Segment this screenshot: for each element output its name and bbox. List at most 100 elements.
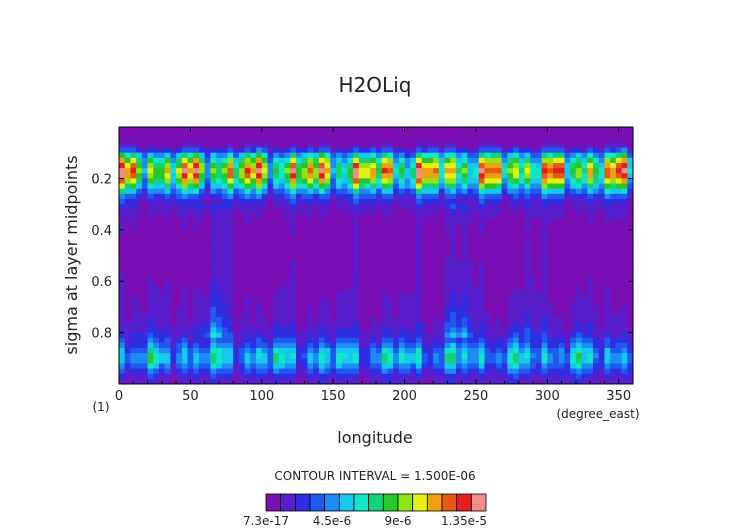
heatmap-cell	[164, 306, 171, 313]
heatmap-cell	[393, 198, 400, 205]
heatmap-cell	[336, 132, 343, 138]
heatmap-cell	[570, 162, 577, 169]
heatmap-cell	[233, 286, 240, 292]
heatmap-cell	[467, 270, 474, 277]
heatmap-cell	[433, 301, 440, 308]
heatmap-cell	[541, 317, 548, 323]
heatmap-cell	[524, 162, 531, 169]
heatmap-cell	[604, 358, 611, 364]
heatmap-cell	[376, 306, 383, 313]
heatmap-cell	[553, 337, 560, 344]
heatmap-cell	[535, 255, 543, 262]
heatmap-cell	[176, 198, 183, 205]
heatmap-cell	[461, 157, 468, 164]
heatmap-cell	[250, 312, 257, 318]
heatmap-cell	[158, 157, 166, 164]
heatmap-cell	[593, 337, 600, 344]
heatmap-cell	[330, 312, 337, 318]
heatmap-cell	[501, 255, 508, 262]
heatmap-cell	[130, 260, 137, 267]
heatmap-cell	[336, 373, 343, 380]
heatmap-cell	[193, 276, 200, 282]
heatmap-cell	[376, 353, 383, 359]
heatmap-cell	[278, 240, 286, 246]
heatmap-cell	[347, 193, 354, 200]
heatmap-cell	[158, 281, 166, 287]
heatmap-cell	[450, 147, 457, 154]
heatmap-cell	[193, 178, 200, 184]
heatmap-cell	[296, 229, 303, 236]
heatmap-cell	[553, 127, 560, 133]
heatmap-cell	[204, 183, 211, 190]
heatmap-cell	[307, 363, 314, 369]
heatmap-cell	[204, 306, 211, 313]
heatmap-cell	[124, 198, 131, 205]
heatmap-cell	[473, 281, 480, 287]
heatmap-cell	[427, 332, 434, 339]
heatmap-cell	[153, 322, 160, 328]
heatmap-cell	[484, 342, 491, 349]
heatmap-cell	[581, 142, 588, 148]
heatmap-cell	[467, 152, 474, 159]
heatmap-cell	[164, 152, 171, 159]
heatmap-cell	[593, 301, 600, 308]
heatmap-cell	[376, 198, 383, 205]
heatmap-cell	[450, 204, 457, 210]
heatmap-cell	[256, 178, 263, 184]
heatmap-cell	[450, 209, 457, 215]
heatmap-cell	[415, 147, 423, 154]
heatmap-cell	[524, 296, 531, 303]
heatmap-cell	[398, 348, 405, 354]
heatmap-cell	[490, 147, 497, 154]
heatmap-cell	[370, 204, 377, 210]
heatmap-cell	[336, 209, 343, 215]
heatmap-cell	[341, 188, 348, 195]
heatmap-cell	[410, 373, 417, 380]
heatmap-cell	[615, 270, 622, 277]
heatmap-cell	[221, 317, 228, 323]
heatmap-cell	[490, 332, 497, 339]
heatmap-cell	[570, 147, 577, 154]
heatmap-cell	[404, 193, 411, 200]
heatmap-cell	[627, 214, 634, 220]
heatmap-cell	[484, 353, 491, 359]
heatmap-cell	[313, 301, 320, 308]
heatmap-cell	[347, 152, 354, 159]
heatmap-cell	[427, 327, 434, 333]
heatmap-cell	[621, 204, 628, 210]
heatmap-cell	[513, 337, 520, 344]
heatmap-cell	[170, 157, 177, 164]
heatmap-cell	[530, 301, 537, 308]
heatmap-cell	[278, 332, 286, 339]
heatmap-cell	[278, 317, 286, 323]
heatmap-cell	[141, 260, 148, 267]
heatmap-cell	[147, 152, 154, 159]
heatmap-cell	[330, 229, 337, 236]
heatmap-cell	[187, 229, 194, 236]
heatmap-cell	[433, 147, 440, 154]
heatmap-cell	[530, 142, 537, 148]
heatmap-cell	[530, 327, 537, 333]
heatmap-cell	[627, 127, 634, 133]
heatmap-cell	[627, 348, 634, 354]
heatmap-cell	[530, 224, 537, 231]
heatmap-cell	[198, 209, 206, 215]
heatmap-cell	[330, 137, 337, 143]
heatmap-cell	[238, 373, 246, 380]
heatmap-cell	[438, 306, 445, 313]
heatmap-cell	[181, 337, 188, 344]
heatmap-cell	[547, 162, 554, 169]
heatmap-cell	[610, 198, 617, 205]
heatmap-cell	[158, 373, 166, 380]
heatmap-cell	[141, 327, 148, 333]
heatmap-cell	[518, 265, 525, 272]
heatmap-cell	[478, 214, 485, 220]
heatmap-cell	[336, 286, 343, 292]
heatmap-cell	[501, 127, 508, 133]
heatmap-cell	[421, 137, 428, 143]
heatmap-cell	[181, 260, 188, 267]
heatmap-cell	[461, 322, 468, 328]
heatmap-cell	[455, 198, 463, 205]
heatmap-cell	[547, 286, 554, 292]
heatmap-cell	[124, 137, 131, 143]
